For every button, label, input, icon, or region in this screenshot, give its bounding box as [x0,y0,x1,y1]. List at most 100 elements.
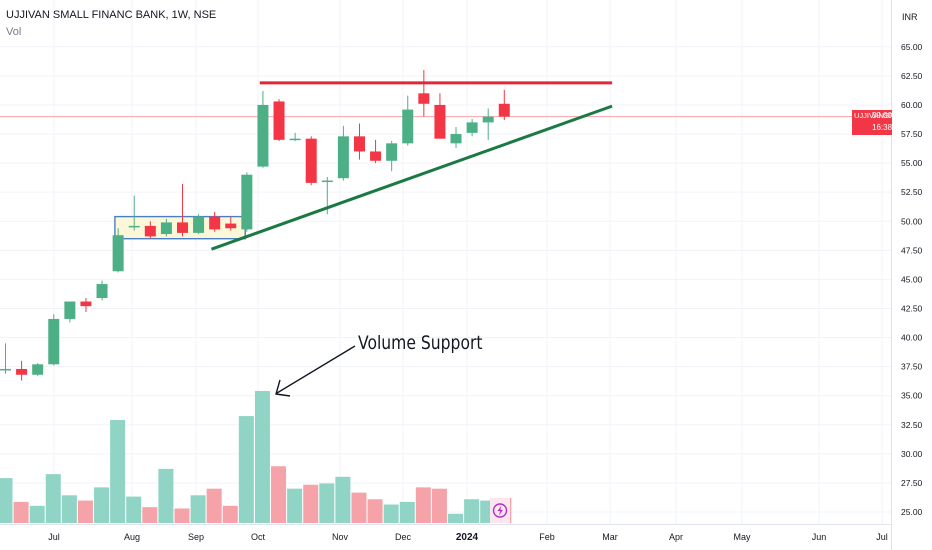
volume-bar [77,500,93,523]
volume-bar [399,501,415,523]
candle-body [32,364,44,375]
candle-body [128,225,140,228]
grid [0,0,891,524]
candle-body [450,134,462,144]
time-tick-label: Dec [395,532,412,542]
volume-bar [190,495,206,523]
volume-bar [464,499,480,523]
support-trendline [210,104,613,251]
volume-bar [142,507,158,523]
volume-indicator-label[interactable]: Vol [6,26,22,38]
volume-bar [431,488,447,523]
candle-body [144,225,156,237]
arrow-annotation [275,345,356,397]
price-tick-label: 65.00 [901,42,923,52]
time-axis[interactable]: Jul Aug Sep Oct Nov Dec 2024 Feb Mar Apr May Jun Jul [48,532,888,543]
price-tick-label: 47.50 [901,245,923,255]
annotation-text: Volume Support [358,332,483,354]
time-tick-label: Jul [48,532,60,542]
candle-body [418,93,430,104]
price-tick-label: 30.00 [901,449,923,459]
volume-bar [351,492,367,523]
candle-body [482,116,494,123]
volume-bar [254,391,270,523]
bolt-icon[interactable] [490,498,510,523]
price-tick-label: 35.00 [901,391,923,401]
price-tick-label: 55.00 [901,158,923,168]
chart-title: UJJIVAN SMALL FINANC BANK, 1W, NSE [6,9,217,21]
candle-body [193,216,205,233]
candles [0,70,510,381]
range-box-layer [0,116,891,240]
price-tick-label: 27.50 [901,478,923,488]
candle-body [370,151,382,161]
price-tick-label: 25.00 [901,507,923,517]
candle-body [0,368,11,371]
volume-bar [45,474,61,523]
volume-bar [287,488,303,523]
volume-bar [448,513,464,523]
candle-body [402,109,414,144]
candle-body [96,284,108,299]
volume-bar [126,496,142,523]
volume-bar [158,468,174,523]
candle-body [321,180,333,183]
time-tick-label: Mar [602,532,618,542]
time-tick-label: Jun [812,532,827,542]
candle-body [80,301,92,307]
candle-body [305,138,317,183]
volume-bar [415,487,431,523]
time-tick-label: Apr [669,532,683,542]
price-tick-label: 40.00 [901,333,923,343]
candle-body [160,222,172,235]
volume-bar [174,508,190,523]
currency-unit-label[interactable]: INR [902,12,918,22]
price-tag-symbol: UJJIVANSFB [854,111,899,120]
candle-body [434,104,446,139]
volume-bar [367,499,383,523]
time-tick-label: Nov [332,532,349,542]
time-tick-label: Jul [876,532,888,542]
candle-body [353,136,365,152]
candle-body [257,104,269,167]
price-tick-label: 42.50 [901,303,923,313]
candle-body [48,318,60,365]
candle-body [241,174,253,230]
volume-bar [383,504,399,523]
candle-body [209,216,221,230]
price-tag-price: 59.00 [872,111,893,120]
time-tick-label: Feb [539,532,555,542]
candle-body [337,136,349,179]
volume-bar [0,478,13,523]
candle-body [16,368,28,375]
trendlines [210,81,613,251]
volume-bar [13,501,29,523]
volume-bar [222,505,238,523]
candle-body [386,143,398,161]
volume-bar [303,484,319,523]
volume-bar [94,487,110,523]
time-tick-label: 2024 [456,532,479,543]
price-axis[interactable]: 65.00 62.50 60.00 57.50 55.00 52.50 50.00 47.50… [901,42,923,517]
volume-bar [319,483,335,523]
candle-body [64,301,76,319]
time-tick-label: Oct [251,532,266,542]
candle-body [498,103,510,117]
candle-body [289,138,301,141]
current-price-tag: UJJIVANSFB [852,110,898,135]
price-tick-label: 62.50 [901,71,923,81]
time-tick-label: Aug [124,532,140,542]
candle-body [466,122,478,133]
candle-body [273,101,285,140]
volume-bar [110,420,126,523]
volume-bar [29,505,45,523]
volume-bar [61,495,77,523]
price-tick-label: 52.50 [901,187,923,197]
time-tick-label: Sep [188,532,204,542]
price-tick-label: 45.00 [901,274,923,284]
price-tick-label: 57.50 [901,129,923,139]
volume-bars [0,391,512,523]
candle-body [176,222,188,233]
candle-body [112,235,124,272]
